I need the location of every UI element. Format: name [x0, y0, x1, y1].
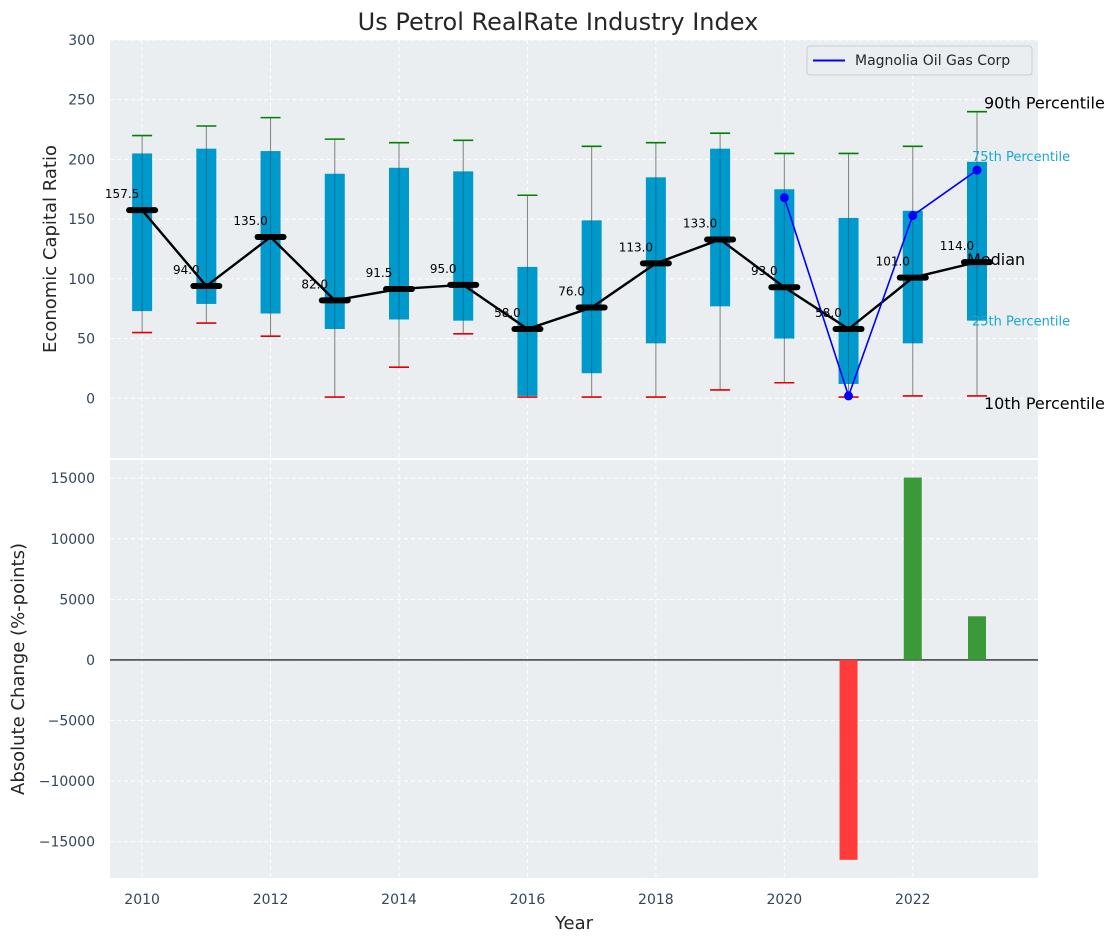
median-data-label: 133.0: [683, 216, 717, 230]
median-data-label: 101.0: [876, 255, 910, 269]
top-y-ticks: 0 50 100 150 200 250 300: [68, 33, 95, 407]
top-panel-background: [110, 40, 1038, 458]
x-tick-label: 2014: [381, 892, 417, 908]
bottom-y-tick-label: 10000: [50, 532, 95, 548]
company-point: [844, 391, 854, 401]
legend: Magnolia Oil Gas Corp: [806, 45, 1033, 76]
median-data-label: 58.0: [815, 306, 842, 320]
x-ticks: 2010 2012 2014 2016 2018 2020 2022: [124, 892, 930, 908]
top-y-tick-label: 250: [68, 93, 95, 109]
median-data-label: 113.0: [619, 240, 653, 254]
top-y-tick-label: 0: [86, 391, 95, 407]
p90-annotation: 90th Percentile: [984, 94, 1105, 113]
top-y-tick-label: 50: [77, 332, 95, 348]
median-data-label: 82.0: [301, 277, 328, 291]
x-tick-label: 2016: [510, 892, 546, 908]
median-line: [141, 209, 978, 331]
median-data-label: 95.0: [430, 262, 457, 276]
median-data-label: 94.0: [173, 263, 200, 277]
top-y-tick-label: 100: [68, 272, 95, 288]
median-data-label: 157.5: [105, 187, 139, 201]
company-point: [908, 211, 918, 221]
median-labels: 157.5 94.0 135.0 82.0 91.5 95.0 58.0 76.0 113.0 1…: [105, 187, 974, 320]
legend-box: [806, 45, 1033, 76]
median-annotation: Median: [967, 250, 1025, 269]
bottom-y-tick-label: 0: [86, 653, 95, 669]
bottom-y-tick-label: −5000: [48, 713, 95, 729]
median-data-label: 93.0: [751, 264, 778, 278]
x-tick-label: 2010: [124, 892, 160, 908]
top-y-tick-label: 150: [68, 212, 95, 228]
p75-annotation: 75th Percentile: [972, 150, 1070, 165]
bottom-y-tick-label: 15000: [50, 471, 95, 487]
x-tick-label: 2022: [895, 892, 931, 908]
p25-annotation: 25th Percentile: [972, 315, 1070, 330]
top-y-axis-title: Economic Capital Ratio: [40, 145, 61, 353]
x-tick-label: 2012: [253, 892, 289, 908]
median-data-label: 114.0: [940, 239, 974, 253]
x-tick-label: 2020: [767, 892, 803, 908]
company-point: [972, 165, 982, 175]
p10-annotation: 10th Percentile: [984, 394, 1105, 413]
chart-title: Us Petrol RealRate Industry Index: [358, 8, 759, 36]
company-series: [779, 165, 982, 401]
bar-series: [110, 477, 1038, 860]
bottom-y-ticks: −15000 −10000 −5000 0 5000 10000 15000: [39, 471, 95, 850]
x-tick-label: 2018: [638, 892, 674, 908]
change-bar: [967, 616, 986, 660]
change-bar: [903, 477, 922, 660]
bottom-y-tick-label: 5000: [59, 592, 95, 608]
median-data-label: 58.0: [494, 306, 521, 320]
company-line: [783, 169, 978, 399]
percentile-annotations: 90th Percentile 75th Percentile Median 25th…: [967, 94, 1105, 413]
bottom-y-tick-label: −10000: [39, 774, 95, 790]
bottom-y-axis-title: Absolute Change (%-points): [8, 543, 29, 795]
top-y-tick-label: 200: [68, 152, 95, 168]
median-data-label: 135.0: [233, 214, 267, 228]
median-data-label: 91.5: [366, 266, 393, 280]
bottom-y-tick-label: −15000: [39, 835, 95, 851]
top-y-tick-label: 300: [68, 33, 95, 49]
median-series: [126, 207, 993, 333]
company-point: [779, 193, 789, 203]
median-data-label: 76.0: [558, 285, 585, 299]
change-bar: [839, 659, 858, 860]
x-axis-title: Year: [554, 913, 594, 934]
legend-label: Magnolia Oil Gas Corp: [855, 53, 1010, 69]
bottom-panel-background: [110, 460, 1038, 878]
